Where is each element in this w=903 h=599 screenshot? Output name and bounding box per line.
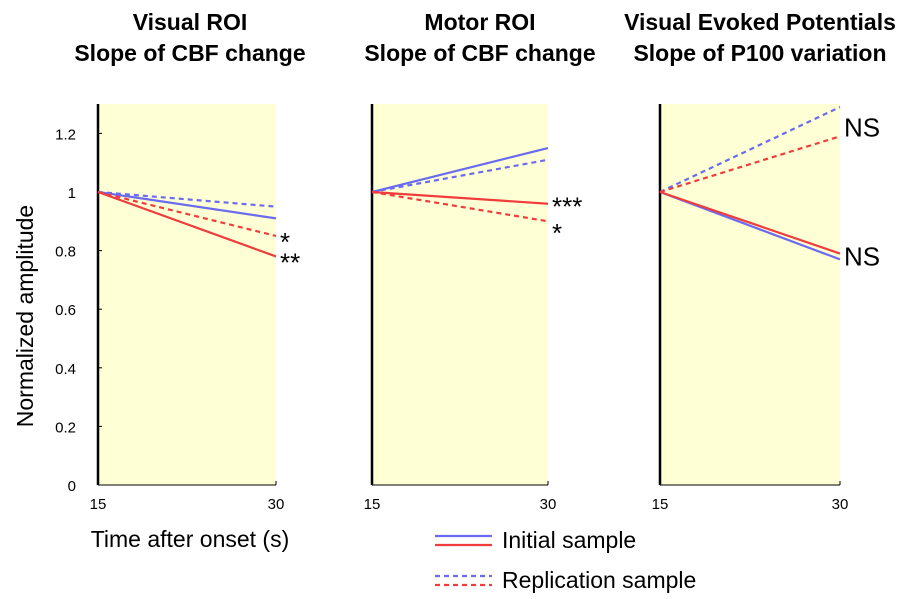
series-line-red-dashed [97, 190, 277, 238]
legend: Initial sample Replication sample [435, 527, 696, 593]
x-tick-label: 30 [540, 496, 557, 513]
chart-title-line-2: Slope of P100 variation [633, 40, 886, 66]
chart-title-line-2: Slope of CBF change [364, 40, 595, 66]
panel-1: Visual ROI Slope of CBF change 0 0.2 0.4 0.6 0… [12, 9, 306, 552]
plot-background [98, 104, 276, 485]
legend-label: Replication sample [502, 567, 696, 593]
significance-label: * [280, 227, 290, 257]
x-tick-label: 15 [90, 496, 107, 513]
x-tick-label: 15 [652, 496, 669, 513]
y-tick-label: 1.2 [55, 126, 76, 143]
series-line-blue-solid [371, 146, 549, 194]
series-line-blue-solid [97, 190, 277, 220]
series-line-red-dashed [371, 190, 549, 223]
x-tick-label: 30 [268, 496, 285, 513]
series-line-red-solid [659, 190, 841, 255]
chart-title-line-1: Motor ROI [424, 9, 535, 35]
x-tick-label: 30 [832, 496, 849, 513]
y-tick-label: 0.8 [55, 244, 76, 261]
legend-label: Initial sample [502, 527, 636, 553]
series-line-red-solid [371, 190, 549, 205]
y-tick-label: 0.4 [55, 361, 76, 378]
series-line-blue-dashed [371, 158, 549, 194]
plot-background [372, 104, 548, 485]
panel-3: Visual Evoked Potentials Slope of P100 va… [624, 9, 896, 513]
chart-title-line-1: Visual Evoked Potentials [624, 9, 896, 35]
significance-label: NS [844, 113, 880, 143]
x-axis-label: Time after onset (s) [91, 526, 290, 552]
chart-title-line-2: Slope of CBF change [74, 40, 305, 66]
y-tick-label: 0.6 [55, 302, 76, 319]
y-tick-label: 0 [68, 478, 76, 495]
y-axis-label: Normalized amplitude [12, 205, 38, 427]
chart-title-line-1: Visual ROI [133, 9, 248, 35]
y-tick-label: 0.2 [55, 419, 76, 436]
plot-background [660, 104, 840, 485]
series-line-blue-dashed [659, 106, 841, 193]
series-line-blue-dashed [97, 190, 277, 208]
x-tick-label: 15 [364, 496, 381, 513]
significance-label: NS [844, 241, 880, 271]
panel-2: Motor ROI Slope of CBF change 15 30 **** [364, 9, 596, 513]
y-tick-label: 1 [68, 185, 76, 202]
significance-label: * [552, 218, 562, 248]
significance-label: ** [280, 247, 300, 277]
series-line-red-dashed [659, 135, 841, 194]
series-line-red-solid [97, 190, 277, 258]
significance-label: *** [552, 192, 582, 222]
